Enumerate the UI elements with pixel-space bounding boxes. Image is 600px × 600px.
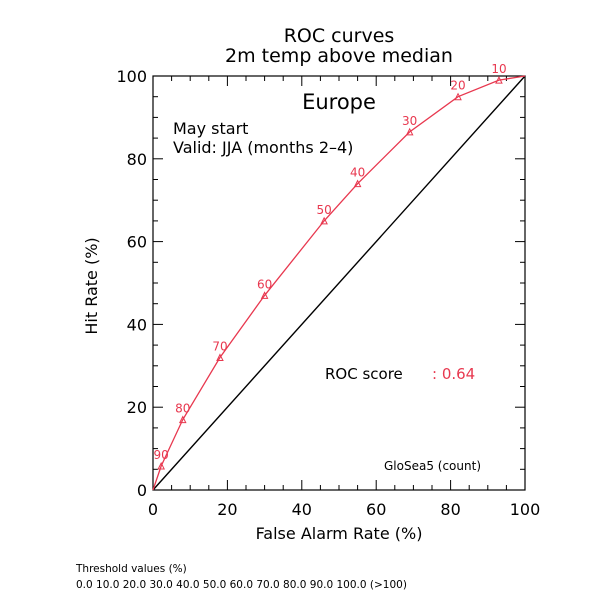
roc-point-marker bbox=[216, 353, 224, 362]
roc-point-marker bbox=[157, 461, 165, 470]
threshold-label: 60 bbox=[257, 277, 272, 291]
threshold-label: 30 bbox=[402, 114, 417, 128]
x-tick-label: 80 bbox=[440, 500, 460, 519]
roc-curve-points: 90 80 70 60 50 40 30 20 10 bbox=[154, 62, 507, 470]
x-tick-label: 40 bbox=[292, 500, 312, 519]
threshold-label: 70 bbox=[212, 340, 227, 354]
model-label: GloSea5 (count) bbox=[384, 459, 481, 473]
roc-point-marker bbox=[454, 92, 462, 101]
x-axis-label: False Alarm Rate (%) bbox=[256, 524, 423, 543]
diagonal-line bbox=[152, 75, 526, 491]
roc-score-value: : 0.64 bbox=[432, 365, 475, 383]
region-label: Europe bbox=[302, 90, 376, 114]
threshold-label: 50 bbox=[316, 203, 331, 217]
roc-point-marker bbox=[405, 127, 414, 136]
chart-subtitle: 2m temp above median bbox=[225, 45, 453, 67]
threshold-label: 80 bbox=[175, 402, 190, 416]
y-tick-label: 20 bbox=[127, 398, 147, 417]
roc-point-marker bbox=[320, 216, 328, 225]
threshold-label: 20 bbox=[450, 79, 465, 93]
y-tick-label: 80 bbox=[127, 150, 147, 169]
threshold-label: 40 bbox=[350, 166, 365, 180]
roc-point-marker bbox=[353, 179, 362, 188]
roc-curve-line bbox=[152, 75, 526, 491]
start-annotation: May start bbox=[173, 119, 248, 138]
roc-point-marker bbox=[178, 415, 187, 424]
threshold-label: 10 bbox=[491, 62, 506, 76]
chart-title: ROC curves bbox=[284, 25, 395, 47]
x-tick-label: 0 bbox=[148, 500, 158, 519]
roc-score-label: ROC score bbox=[325, 365, 403, 383]
plot-axes: 0 20 40 60 80 100 0 20 40 60 80 100 bbox=[116, 67, 540, 519]
threshold-title: Threshold values (%) bbox=[76, 563, 187, 575]
y-tick-label: 40 bbox=[127, 315, 147, 334]
y-tick-label: 60 bbox=[127, 233, 147, 252]
y-tick-label: 100 bbox=[116, 67, 147, 86]
valid-annotation: Valid: JJA (months 2–4) bbox=[173, 138, 353, 157]
x-tick-label: 100 bbox=[510, 500, 541, 519]
x-tick-label: 20 bbox=[217, 500, 237, 519]
threshold-label: 90 bbox=[154, 448, 169, 462]
threshold-values: 0.0 10.0 20.0 30.0 40.0 50.0 60.0 70.0 8… bbox=[76, 579, 407, 591]
x-tick-label: 60 bbox=[366, 500, 386, 519]
roc-point-marker bbox=[260, 291, 269, 299]
roc-point-marker bbox=[495, 76, 503, 84]
y-tick-label: 0 bbox=[137, 481, 147, 500]
y-axis-label: Hit Rate (%) bbox=[82, 237, 101, 334]
